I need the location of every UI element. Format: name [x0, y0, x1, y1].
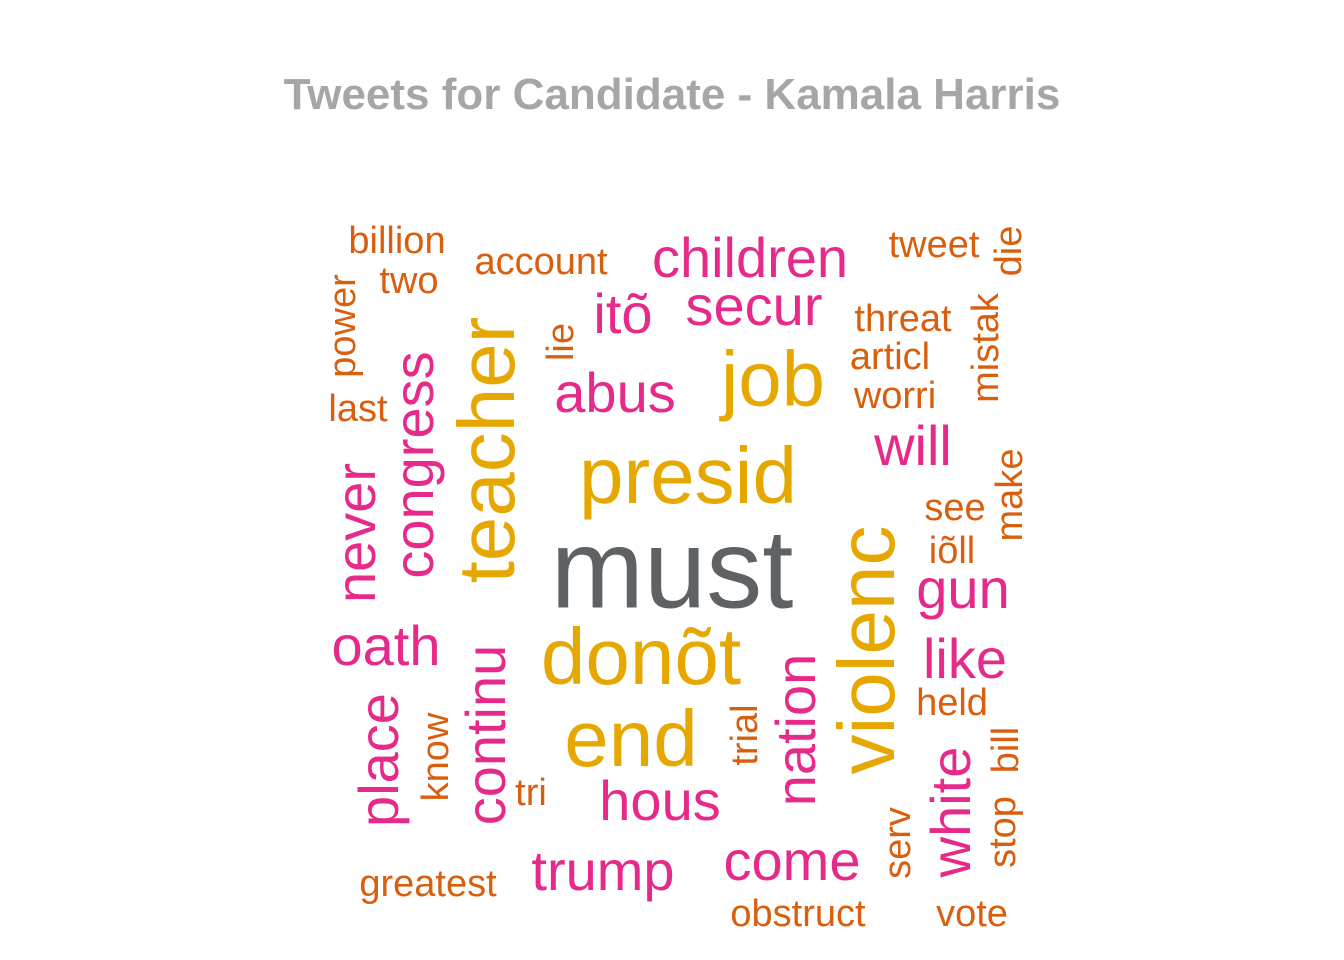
word-see: see [924, 487, 985, 529]
word-nation: nation [764, 654, 827, 807]
word-account: account [474, 241, 608, 283]
word-mistak: mistak [965, 292, 1007, 403]
word-congress: congress [382, 351, 445, 578]
word-iõll: iõll [929, 530, 975, 572]
word-trial: trial [724, 704, 766, 765]
word-abus: abus [554, 361, 675, 424]
word-lie: lie [540, 323, 582, 361]
word-end: end [564, 694, 697, 783]
word-greatest: greatest [359, 863, 497, 905]
word-gun: gun [916, 557, 1009, 620]
word-power: power [322, 274, 364, 378]
word-tweet: tweet [889, 224, 980, 266]
word-donõt: donõt [541, 612, 741, 701]
word-vote: vote [936, 893, 1008, 935]
word-like: like [923, 627, 1007, 690]
word-trump: trump [531, 839, 674, 902]
word-white: white [919, 747, 982, 879]
word-will: will [873, 414, 952, 477]
word-must: must [551, 507, 794, 632]
word-held: held [916, 682, 988, 724]
word-place: place [347, 693, 410, 827]
word-threat: threat [854, 298, 952, 340]
word-obstruct: obstruct [730, 893, 866, 935]
word-children: children [652, 226, 848, 289]
word-itõ: itõ [593, 282, 652, 345]
chart-title: Tweets for Candidate - Kamala Harris [283, 70, 1061, 119]
word-serv: serv [877, 807, 919, 879]
word-job: job [719, 335, 825, 423]
word-secur: secur [686, 274, 823, 337]
word-make: make [989, 449, 1031, 542]
word-teacher: teacher [442, 317, 531, 584]
word-never: never [324, 463, 387, 603]
word-know: know [415, 712, 457, 801]
word-last: last [328, 388, 388, 430]
word-bill: bill [985, 727, 1027, 773]
word-continu: continu [454, 645, 517, 826]
word-stop: stop [982, 796, 1024, 868]
word-come: come [724, 829, 861, 892]
word-tri: tri [515, 772, 547, 814]
word-worri: worri [853, 375, 936, 417]
word-two: two [379, 260, 438, 302]
word-billion: billion [348, 220, 445, 262]
word-violenc: violenc [822, 525, 911, 774]
word-oath: oath [332, 614, 441, 677]
word-die: die [988, 226, 1030, 277]
word-presid: presid [579, 431, 797, 520]
word-hous: hous [599, 769, 720, 832]
word-articl: articl [850, 336, 930, 378]
